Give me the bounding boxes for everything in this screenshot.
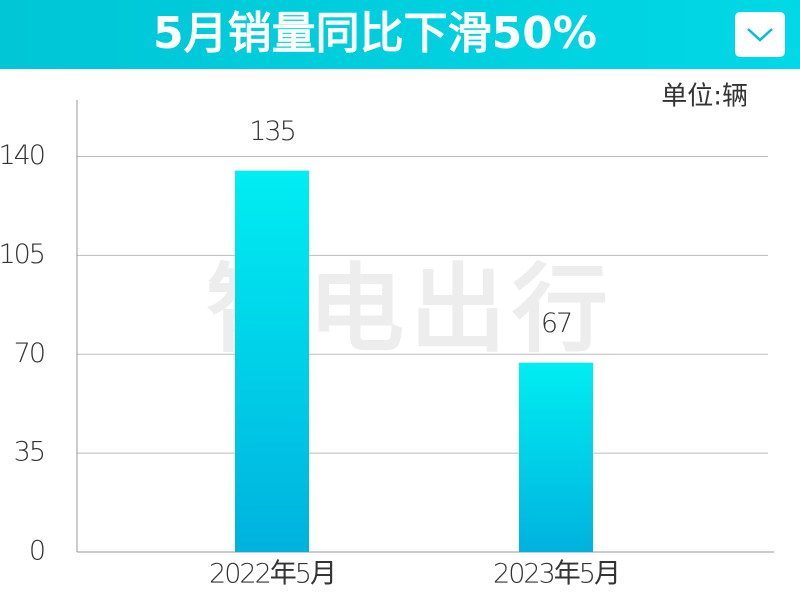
value-label: 135 — [249, 116, 295, 147]
dropdown-chevron[interactable] — [747, 28, 773, 42]
y-tick-label: 140 — [0, 140, 44, 171]
dropdown-button[interactable] — [735, 12, 785, 57]
y-tick-label: 70 — [14, 338, 44, 369]
dropdown-box[interactable] — [735, 12, 785, 57]
y-tick-label: 35 — [14, 437, 44, 468]
y-tick-label: 0 — [29, 536, 44, 567]
value-label: 67 — [541, 308, 571, 339]
x-tick-label: 2022年5月 — [209, 559, 335, 590]
x-tick-label: 2023年5月 — [493, 559, 619, 590]
bar — [235, 170, 309, 552]
y-tick-label: 105 — [0, 239, 44, 270]
unit-label: 单位:辆 — [661, 82, 748, 112]
bar — [519, 362, 593, 552]
chart-title: 5月销量同比下滑50% — [153, 8, 597, 59]
header-banner — [0, 0, 800, 69]
